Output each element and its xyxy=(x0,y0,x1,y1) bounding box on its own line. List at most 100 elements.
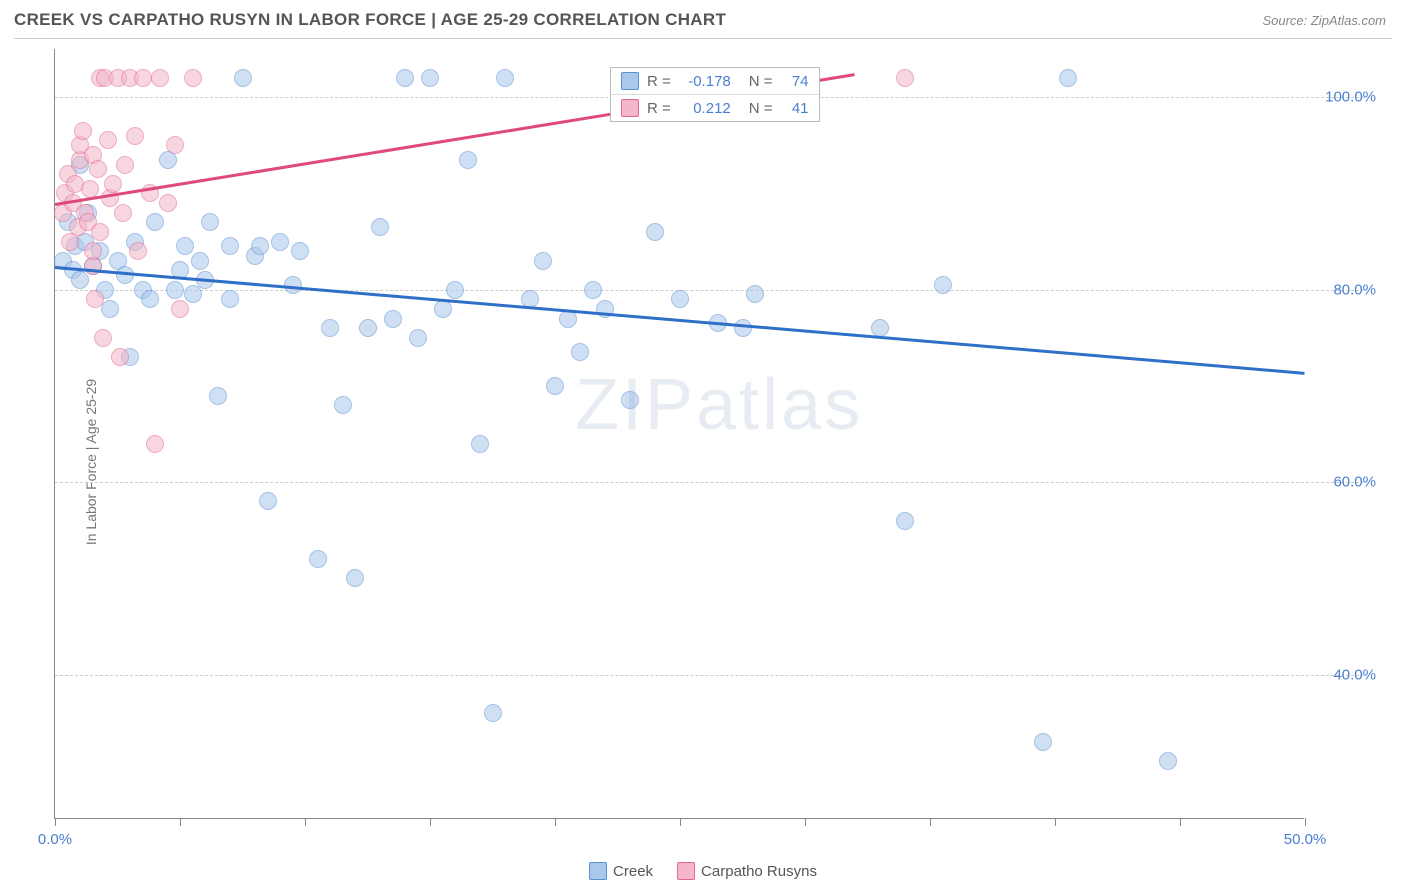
data-point xyxy=(409,329,427,347)
y-tick-label: 60.0% xyxy=(1333,474,1376,491)
data-point xyxy=(91,223,109,241)
x-tick xyxy=(1055,818,1056,826)
data-point xyxy=(1059,69,1077,87)
data-point xyxy=(101,300,119,318)
data-point xyxy=(166,136,184,154)
data-point xyxy=(116,156,134,174)
data-point xyxy=(111,348,129,366)
r-value: -0.178 xyxy=(679,73,731,90)
gridline-h xyxy=(55,290,1364,291)
data-point xyxy=(384,310,402,328)
data-point xyxy=(104,175,122,193)
gridline-h xyxy=(55,675,1364,676)
data-point xyxy=(184,285,202,303)
n-value: 41 xyxy=(781,100,809,117)
data-point xyxy=(259,492,277,510)
x-tick-label: 0.0% xyxy=(38,831,72,848)
r-label: R = xyxy=(647,73,671,90)
x-tick xyxy=(1180,818,1181,826)
data-point xyxy=(146,213,164,231)
data-point xyxy=(746,285,764,303)
x-tick xyxy=(55,818,56,826)
x-tick xyxy=(555,818,556,826)
data-point xyxy=(484,704,502,722)
data-point xyxy=(81,180,99,198)
legend-item: Creek xyxy=(589,862,653,880)
legend-item: Carpatho Rusyns xyxy=(677,862,817,880)
chart-area: In Labor Force | Age 25-29 ZIPatlas 40.0… xyxy=(14,38,1392,884)
data-point xyxy=(89,160,107,178)
data-point xyxy=(129,242,147,260)
data-point xyxy=(94,329,112,347)
x-tick xyxy=(430,818,431,826)
n-value: 74 xyxy=(781,73,809,90)
data-point xyxy=(71,271,89,289)
chart-header: CREEK VS CARPATHO RUSYN IN LABOR FORCE |… xyxy=(0,0,1406,38)
data-point xyxy=(584,281,602,299)
data-point xyxy=(176,237,194,255)
data-point xyxy=(896,69,914,87)
n-label: N = xyxy=(749,73,773,90)
data-point xyxy=(141,290,159,308)
legend-swatch xyxy=(589,862,607,880)
n-label: N = xyxy=(749,100,773,117)
data-point xyxy=(251,237,269,255)
x-tick xyxy=(680,818,681,826)
data-point xyxy=(221,237,239,255)
data-point xyxy=(334,396,352,414)
y-tick-label: 40.0% xyxy=(1333,666,1376,683)
data-point xyxy=(171,300,189,318)
data-point xyxy=(84,242,102,260)
data-point xyxy=(221,290,239,308)
data-point xyxy=(459,151,477,169)
data-point xyxy=(346,569,364,587)
data-point xyxy=(291,242,309,260)
data-point xyxy=(471,435,489,453)
data-point xyxy=(571,343,589,361)
data-point xyxy=(201,213,219,231)
data-point xyxy=(191,252,209,270)
data-point xyxy=(1159,752,1177,770)
data-point xyxy=(234,69,252,87)
data-point xyxy=(151,69,169,87)
data-point xyxy=(896,512,914,530)
data-point xyxy=(86,290,104,308)
data-point xyxy=(184,69,202,87)
x-tick xyxy=(180,818,181,826)
data-point xyxy=(99,131,117,149)
series-legend: Creek Carpatho Rusyns xyxy=(589,862,817,880)
x-tick xyxy=(930,818,931,826)
series-swatch xyxy=(621,99,639,117)
data-point xyxy=(166,281,184,299)
trend-line xyxy=(55,266,1305,374)
watermark: ZIPatlas xyxy=(575,364,863,446)
data-point xyxy=(446,281,464,299)
data-point xyxy=(321,319,339,337)
data-point xyxy=(671,290,689,308)
chart-source: Source: ZipAtlas.com xyxy=(1262,13,1386,28)
series-swatch xyxy=(621,72,639,90)
data-point xyxy=(126,127,144,145)
stats-row: R = -0.178 N = 74 xyxy=(611,68,819,94)
gridline-h xyxy=(55,482,1364,483)
correlation-stats-box: R =-0.178N =74R =0.212N =41 xyxy=(610,67,820,122)
data-point xyxy=(734,319,752,337)
r-label: R = xyxy=(647,100,671,117)
data-point xyxy=(74,122,92,140)
stats-row: R =0.212N =41 xyxy=(611,94,819,121)
y-tick-label: 100.0% xyxy=(1325,89,1376,106)
data-point xyxy=(1034,733,1052,751)
data-point xyxy=(546,377,564,395)
data-point xyxy=(934,276,952,294)
legend-label: Creek xyxy=(613,863,653,880)
data-point xyxy=(159,194,177,212)
data-point xyxy=(534,252,552,270)
data-point xyxy=(116,266,134,284)
x-tick xyxy=(305,818,306,826)
x-tick-label: 50.0% xyxy=(1284,831,1327,848)
data-point xyxy=(396,69,414,87)
data-point xyxy=(359,319,377,337)
plot-region: ZIPatlas 40.0%60.0%80.0%100.0%0.0%50.0%R… xyxy=(54,49,1304,819)
data-point xyxy=(371,218,389,236)
data-point xyxy=(209,387,227,405)
